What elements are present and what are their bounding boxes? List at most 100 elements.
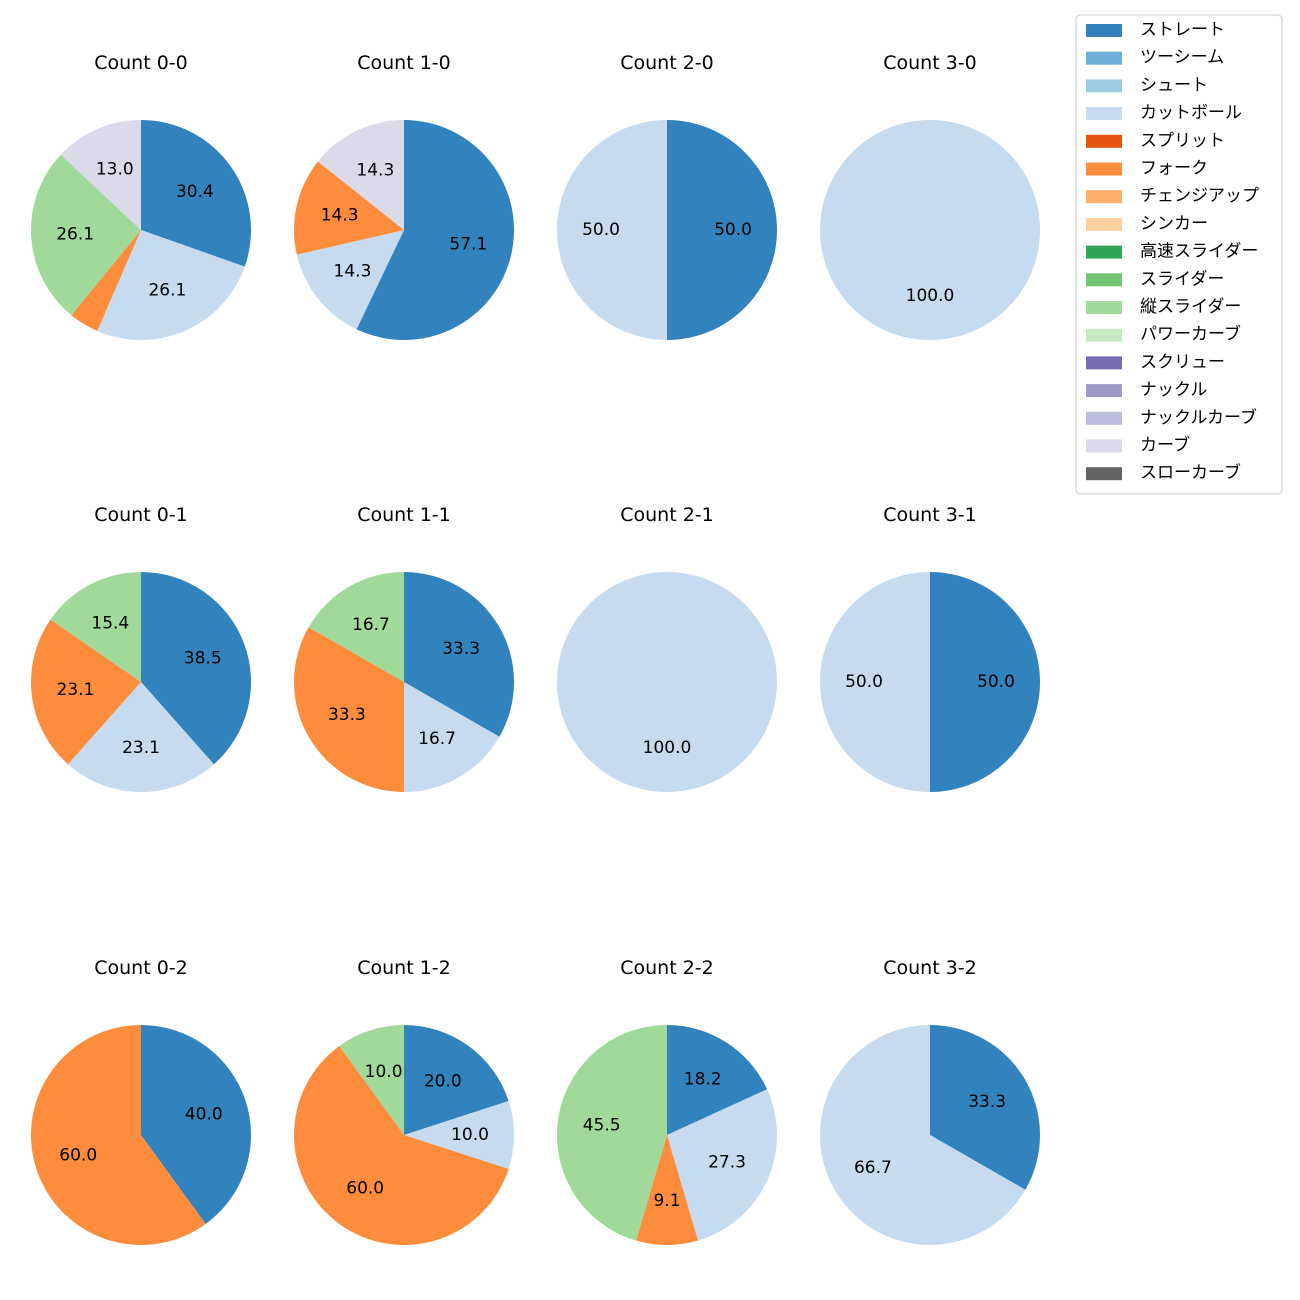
pie-count-2-2: Count 2-2 18.2 27.3 9.1 45.5 bbox=[557, 957, 777, 1245]
pie-slice-label: 20.0 bbox=[424, 1072, 462, 1092]
pie-count-2-1: Count 2-1 100.0 bbox=[557, 504, 777, 792]
pie-slice-label: 40.0 bbox=[185, 1105, 223, 1125]
pie-slice-label: 15.4 bbox=[91, 614, 129, 634]
pie-slice-label: 100.0 bbox=[643, 738, 692, 758]
pie-slice bbox=[667, 1089, 777, 1241]
pie-slice bbox=[930, 1025, 1040, 1190]
pie-title: Count 2-2 bbox=[620, 957, 714, 979]
legend-swatch bbox=[1086, 328, 1122, 342]
pie-slice-label: 10.0 bbox=[451, 1125, 489, 1145]
pie-slice bbox=[71, 230, 141, 331]
pie-slice bbox=[97, 230, 245, 340]
legend-swatch bbox=[1086, 439, 1122, 453]
pie-slice-label: 13.0 bbox=[96, 159, 134, 179]
legend-swatch bbox=[1086, 217, 1122, 231]
legend-item: ストレート bbox=[1086, 20, 1225, 40]
pie-count-3-2: Count 3-2 33.3 66.7 bbox=[820, 957, 1040, 1245]
pie-slice bbox=[293, 161, 404, 255]
pie-slice-label: 27.3 bbox=[708, 1152, 746, 1172]
pie-slice bbox=[667, 1025, 768, 1135]
pie-slice bbox=[820, 120, 1040, 340]
pie-count-0-0: Count 0-0 30.4 26.1 26.1 13.0 bbox=[31, 52, 252, 340]
legend-item: スクリュー bbox=[1086, 352, 1225, 372]
pie-slice bbox=[636, 1135, 698, 1245]
legend-swatch bbox=[1086, 190, 1122, 204]
pie-slice-label: 26.1 bbox=[56, 224, 94, 244]
legend-label: カットボール bbox=[1140, 103, 1242, 123]
pie-slice-label: 26.1 bbox=[148, 280, 186, 300]
pie-slice bbox=[404, 1101, 514, 1169]
pie-slice-label: 16.7 bbox=[418, 729, 456, 749]
legend-label: チェンジアップ bbox=[1140, 186, 1259, 206]
pie-slice bbox=[317, 119, 404, 230]
pie-slice-label: 66.7 bbox=[854, 1158, 892, 1178]
legend-item: ナックルカーブ bbox=[1086, 407, 1257, 428]
pie-slice bbox=[293, 1046, 509, 1246]
pie-title: Count 3-0 bbox=[883, 52, 977, 74]
pie-slice bbox=[356, 120, 514, 340]
pie-title: Count 0-2 bbox=[94, 957, 188, 979]
pie-count-3-0: Count 3-0 100.0 bbox=[820, 52, 1040, 340]
pie-slice-label: 14.3 bbox=[334, 261, 372, 281]
pie-title: Count 2-1 bbox=[620, 504, 714, 526]
pie-title: Count 1-0 bbox=[357, 52, 451, 74]
legend-label: ストレート bbox=[1140, 20, 1225, 40]
legend-label: ナックルカーブ bbox=[1140, 407, 1257, 428]
legend-label: スプリット bbox=[1140, 131, 1225, 151]
legend-swatch bbox=[1086, 24, 1122, 37]
pie-slice-label: 23.1 bbox=[57, 680, 95, 700]
legend-item: ナックル bbox=[1086, 380, 1208, 400]
pie-slice-label: 50.0 bbox=[845, 672, 883, 692]
pie-slice-label: 33.3 bbox=[968, 1092, 1006, 1112]
legend-label: ナックル bbox=[1140, 380, 1208, 400]
pie-slice-label: 57.1 bbox=[449, 235, 487, 255]
pie-slice-label: 16.7 bbox=[352, 615, 390, 635]
pie-slice bbox=[404, 1025, 509, 1135]
pie-slice bbox=[404, 682, 500, 792]
pie-slice-label: 23.1 bbox=[122, 738, 160, 758]
pie-count-1-2: Count 1-2 20.0 10.0 60.0 10.0 bbox=[293, 957, 514, 1246]
pies-area: Count 0-0 30.4 26.1 26.1 13.0 Count 1-0 57.1 14… bbox=[30, 52, 1040, 1246]
legend-item: スライダー bbox=[1086, 269, 1224, 289]
pie-slice-label: 50.0 bbox=[714, 220, 752, 240]
legend-label: シュート bbox=[1140, 75, 1208, 95]
legend-item: カットボール bbox=[1086, 103, 1242, 123]
pie-slice bbox=[930, 572, 1040, 792]
legend-swatch bbox=[1086, 51, 1122, 65]
pie-count-0-2: Count 0-2 40.0 60.0 bbox=[30, 957, 251, 1246]
legend-swatch bbox=[1086, 356, 1122, 370]
legend-frame bbox=[1075, 14, 1283, 495]
pie-slice bbox=[141, 120, 252, 267]
legend: ストレートツーシームシュートカットボールスプリットフォークチェンジアップシンカー… bbox=[1075, 14, 1283, 495]
legend-label: 縦スライダー bbox=[1140, 297, 1241, 317]
legend-item: 縦スライダー bbox=[1086, 297, 1241, 317]
pie-slice-label: 45.5 bbox=[583, 1116, 621, 1136]
pie-count-1-0: Count 1-0 57.1 14.3 14.3 14.3 bbox=[293, 52, 514, 340]
pie-slice bbox=[308, 572, 404, 682]
legend-label: シンカー bbox=[1140, 214, 1208, 234]
pie-slice-label: 9.1 bbox=[653, 1191, 680, 1211]
pie-slice bbox=[60, 120, 142, 230]
pie-slice bbox=[667, 120, 777, 340]
legend-swatch bbox=[1086, 411, 1122, 425]
pie-slice bbox=[339, 1025, 404, 1135]
legend-swatch bbox=[1086, 162, 1122, 176]
pie-slice bbox=[31, 154, 141, 316]
pie-slice bbox=[50, 572, 142, 682]
pie-count-1-1: Count 1-1 33.3 16.7 33.3 16.7 bbox=[294, 504, 514, 792]
pie-slice bbox=[141, 1025, 251, 1224]
pie-slice bbox=[141, 572, 251, 765]
legend-swatch bbox=[1086, 79, 1122, 93]
legend-label: ツーシーム bbox=[1140, 48, 1224, 68]
pie-slice bbox=[557, 1025, 667, 1241]
legend-swatch bbox=[1086, 134, 1122, 148]
legend-label: スクリュー bbox=[1140, 352, 1225, 372]
pie-slice-label: 100.0 bbox=[906, 286, 955, 306]
pie-count-2-0: Count 2-0 50.0 50.0 bbox=[557, 52, 777, 340]
pie-slice bbox=[404, 572, 514, 737]
pie-slice-label: 18.2 bbox=[684, 1069, 722, 1089]
pie-slice-label: 14.3 bbox=[321, 205, 359, 225]
legend-label: 高速スライダー bbox=[1140, 242, 1258, 262]
pie-slice bbox=[68, 682, 214, 792]
